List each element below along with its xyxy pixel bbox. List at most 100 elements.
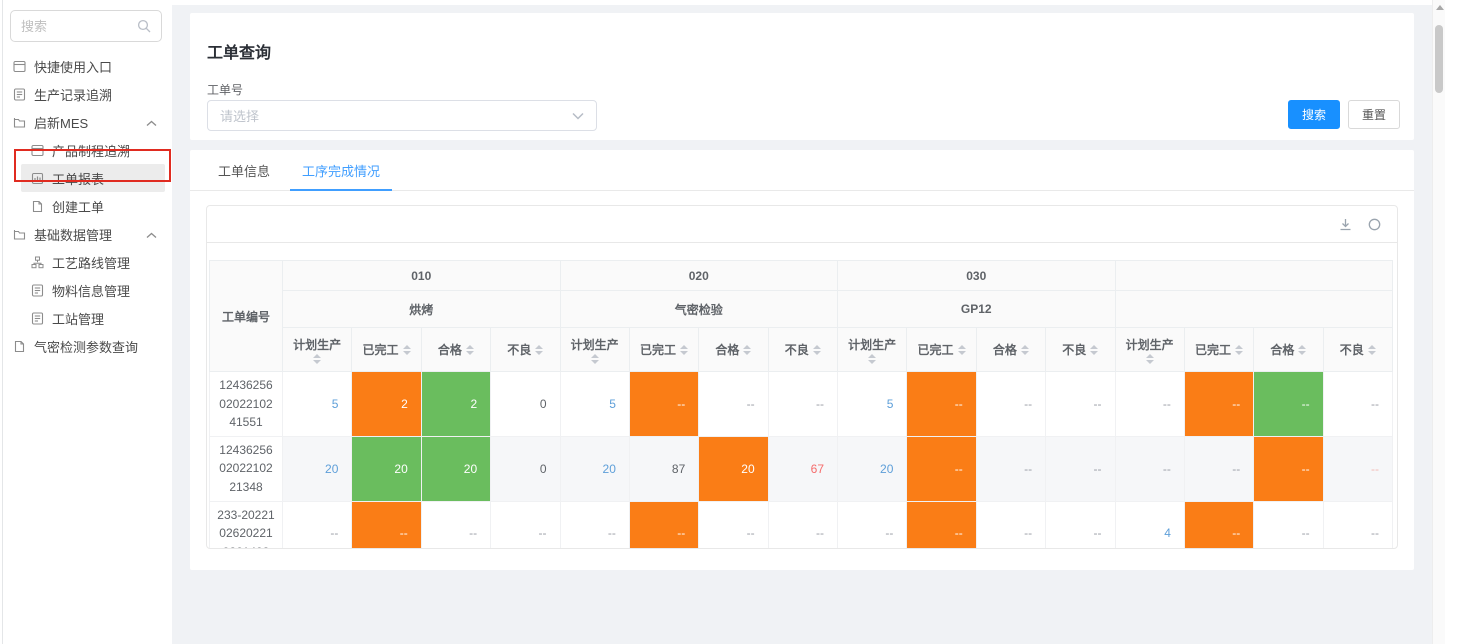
vertical-scrollbar[interactable] [1432,0,1445,644]
window-icon [13,60,26,73]
sidebar-item-workorder-report[interactable]: 工单报表 [21,164,165,192]
box-icon [13,228,26,241]
sort-caret-icon[interactable] [957,344,966,355]
sidebar-item-record-trace[interactable]: 生产记录追溯 [0,80,172,108]
metric-header-g2-3[interactable]: 合格 [698,327,769,372]
metric-cell-r3-c4: -- [490,500,561,548]
sidebar-item-label: 工单报表 [52,171,105,187]
sidebar-item-base-data[interactable]: 基础数据管理 [0,220,172,248]
table-header: 工单编号 010 020 030 烘烤 气密检验 GP12 计划生产 已完工 合格 不良 计划生产 已完… [209,260,1394,372]
metric-cell-r1-c5[interactable]: 5 [559,371,630,437]
metric-header-g2-4[interactable]: 不良 [767,327,839,372]
scroll-up-arrow-icon[interactable] [1436,5,1444,10]
metric-cell-r2-c9[interactable]: 20 [836,435,908,502]
sort-caret-icon[interactable] [590,353,599,364]
sort-caret-icon[interactable] [1298,344,1307,355]
sidebar-search-input[interactable] [21,18,137,34]
metric-header-label: 不良 [1339,343,1364,357]
metric-cell-r1-c2: 2 [351,371,422,437]
sort-caret-icon[interactable] [1020,344,1029,355]
sort-caret-icon[interactable] [402,344,411,355]
metric-header-label: 合格 [437,343,462,357]
sort-caret-icon[interactable] [535,344,544,355]
metric-header-g1-1[interactable]: 计划生产 [281,327,353,372]
metric-cell-r2-c14: -- [1183,435,1255,502]
scrollbar-thumb[interactable] [1435,25,1443,93]
metric-header-g3-4[interactable]: 不良 [1045,327,1116,372]
chevron-up-icon[interactable] [146,115,157,130]
sidebar-item-label: 快捷使用入口 [34,59,113,75]
sidebar-item-quick-entry[interactable]: 快捷使用入口 [0,52,172,80]
sidebar-item-label: 物料信息管理 [52,283,131,299]
sort-caret-icon[interactable] [313,353,322,364]
chevron-down-icon [572,112,584,120]
sort-caret-icon[interactable] [465,344,474,355]
query-card: 工单查询 工单号 请选择 搜索 重置 [190,13,1414,140]
metric-cell-r2-c16: -- [1322,435,1394,502]
sidebar-item-station-mgmt[interactable]: 工站管理 [0,304,172,332]
metric-header-g1-4[interactable]: 不良 [490,327,561,372]
sort-caret-icon[interactable] [743,344,752,355]
metric-cell-r1-c15: -- [1253,371,1324,437]
chevron-up-icon[interactable] [146,227,157,242]
refresh-icon[interactable] [1367,217,1382,232]
table-row-3: 233-20221026202210261408----------------… [209,500,1394,548]
order-no-cell: 233-20221026202210261408 [209,500,283,548]
tab-workorder-info[interactable]: 工单信息 [218,163,271,179]
table-row-2: 124362560202210221348 20 20 20 0 20 87 20 67 20 --… [209,435,1394,502]
metric-header-g4-2[interactable]: 已完工 [1183,327,1255,372]
metric-cell-r2-c1[interactable]: 20 [281,435,353,502]
sidebar-item-label: 工艺路线管理 [52,255,131,271]
sort-caret-icon[interactable] [680,344,689,355]
metric-header-g2-1[interactable]: 计划生产 [559,327,630,372]
sidebar-item-product-trace[interactable]: 产品制程追溯 [0,136,172,164]
table-toolbar [207,206,1397,243]
sidebar-menu: 快捷使用入口生产记录追溯 启新MES 产品制程追溯工单报表创建工单 基础数据管理工艺路… [0,52,172,360]
metric-header-g3-1[interactable]: 计划生产 [836,327,908,372]
process-completion-table: 工单编号 010 020 030 烘烤 气密检验 GP12 计划生产 已完工 合格 不良 计划生产 已完… [209,260,1394,548]
metric-header-g4-1[interactable]: 计划生产 [1114,327,1185,372]
sidebar-item-create-workorder[interactable]: 创建工单 [0,192,172,220]
tab-process-completion[interactable]: 工序完成情况 [290,150,393,191]
sort-caret-icon[interactable] [1235,344,1244,355]
metric-header-g2-2[interactable]: 已完工 [628,327,700,372]
sidebar-item-route-mgmt[interactable]: 工艺路线管理 [0,248,172,276]
order-no-label: 工单号 [207,83,244,97]
metric-cell-r3-c10: -- [906,500,977,548]
metric-header-g3-2[interactable]: 已完工 [906,327,977,372]
metric-header-label: 已完工 [917,343,954,357]
metric-header-g1-2[interactable]: 已完工 [351,327,422,372]
group-code-header-020: 020 [559,260,838,291]
metric-cell-r2-c8: 67 [767,435,839,502]
sidebar-search-box[interactable] [10,10,162,42]
metric-header-g1-3[interactable]: 合格 [420,327,492,372]
orgchart-icon [31,256,44,269]
search-button[interactable]: 搜索 [1287,100,1340,129]
metric-cell-r2-c5[interactable]: 20 [559,435,630,502]
sort-caret-icon[interactable] [1090,344,1099,355]
sort-caret-icon[interactable] [1145,353,1154,364]
sidebar-item-qixin-mes[interactable]: 启新MES [0,108,172,136]
metric-cell-r2-c2: 20 [351,435,422,502]
metric-header-label: 合格 [992,343,1017,357]
sort-caret-icon[interactable] [1367,344,1376,355]
metric-header-g4-3[interactable]: 合格 [1253,327,1324,372]
metric-header-g3-3[interactable]: 合格 [975,327,1047,372]
sort-caret-icon[interactable] [868,353,877,364]
metric-cell-r1-c10: -- [906,371,977,437]
table-body: 124362560202210241551 5 2 2 0 5 -- -- -- 5 -- -- -- -… [209,371,1394,548]
metric-cell-r1-c1[interactable]: 5 [281,371,353,437]
sidebar-item-material-mgmt[interactable]: 物料信息管理 [0,276,172,304]
order-no-select[interactable]: 请选择 [207,100,597,131]
metric-header-g4-4[interactable]: 不良 [1322,327,1394,372]
doc-icon [13,340,26,353]
sidebar-item-airtight-query[interactable]: 气密检测参数查询 [0,332,172,360]
sort-caret-icon[interactable] [812,344,821,355]
order-no-cell: 124362560202210241551 [209,371,283,437]
metric-cell-r3-c13[interactable]: 4 [1114,500,1185,548]
metric-cell-r1-c9[interactable]: 5 [836,371,908,437]
tab-bar: 工单信息 工序完成情况 [190,150,1414,191]
download-icon[interactable] [1338,217,1353,232]
metric-cell-r1-c8: -- [767,371,839,437]
reset-button[interactable]: 重置 [1347,100,1400,129]
